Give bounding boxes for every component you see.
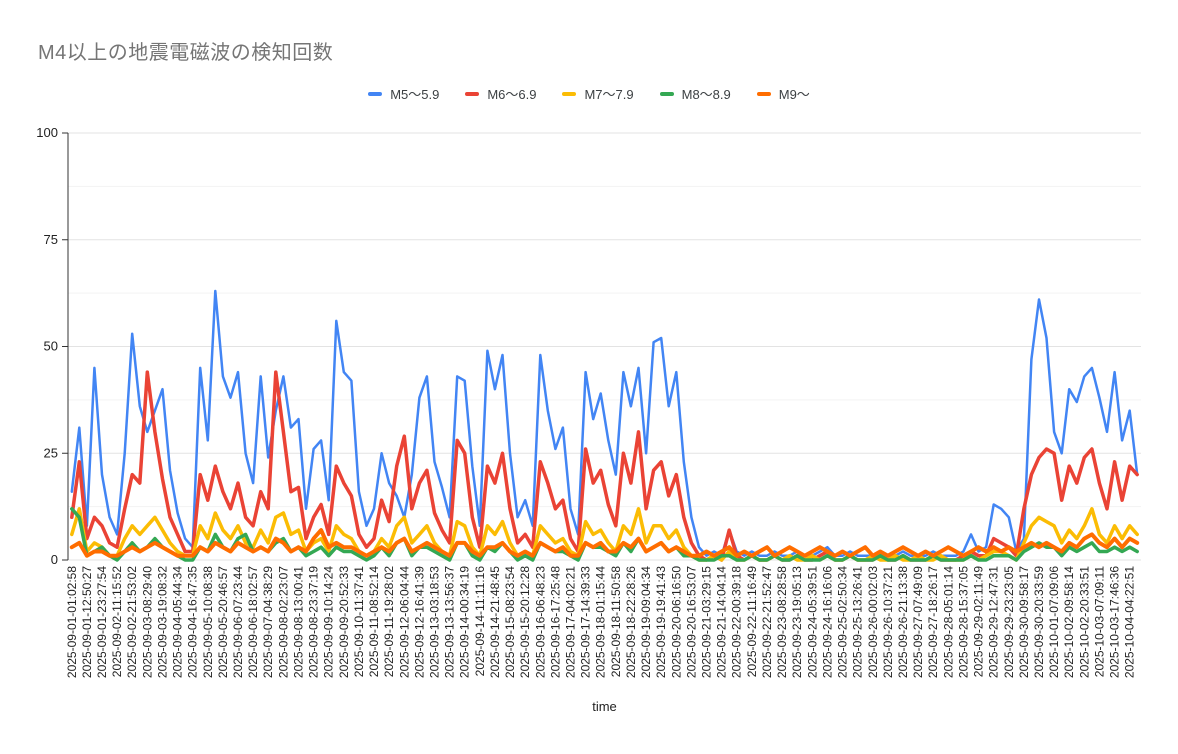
x-axis-title: time <box>592 699 617 714</box>
x-tick-label: 2025-09-19-09:04:34 <box>639 566 653 678</box>
x-tick-label: 2025-09-26-10:37:21 <box>881 566 895 678</box>
series-line-M6～6.9 <box>70 370 1139 562</box>
x-tick-label: 2025-09-24-05:39:51 <box>805 566 819 678</box>
x-tick-label: 2025-09-07-04:38:29 <box>261 566 275 678</box>
x-tick-label: 2025-09-29-23:23:05 <box>1002 566 1016 678</box>
x-tick-label: 2025-09-14-00:34:19 <box>458 566 472 678</box>
x-tick-label: 2025-09-14-21:48:45 <box>488 566 502 678</box>
x-tick-label: 2025-09-16-17:25:48 <box>548 566 562 678</box>
x-tick-label: 2025-09-12-16:41:39 <box>412 566 426 678</box>
x-tick-label: 2025-09-10-11:37:41 <box>352 566 366 678</box>
x-tick-label: 2025-09-15-20:12:28 <box>518 566 532 678</box>
legend-swatch <box>756 91 771 96</box>
x-tick-label: 2025-09-22-00:39:18 <box>730 566 744 678</box>
x-tick-label: 2025-09-01-23:27:54 <box>95 566 109 678</box>
y-tick-label: 100 <box>36 125 58 140</box>
x-tick-label: 2025-09-20-06:16:50 <box>669 566 683 678</box>
x-tick-label: 2025-09-24-16:16:06 <box>820 566 834 678</box>
x-tick-label: 2025-09-06-07:23:44 <box>231 566 245 678</box>
x-tick-label: 2025-09-09-10:14:24 <box>322 566 336 678</box>
x-tick-label: 2025-09-25-02:50:34 <box>836 566 850 678</box>
x-tick-label: 2025-10-03-17:46:36 <box>1108 566 1122 678</box>
legend-item: M7～7.9 <box>562 84 634 103</box>
x-tick-label: 2025-09-01-12:50:27 <box>80 566 94 678</box>
x-tick-label: 2025-09-29-02:11:49 <box>972 566 986 678</box>
legend-item: M9～ <box>756 84 810 103</box>
x-tick-label: 2025-09-20-16:53:07 <box>684 566 698 678</box>
series-line-M5～5.9 <box>70 289 1139 557</box>
legend-label: M8～8.9 <box>681 87 731 102</box>
y-tick-label: 50 <box>44 339 58 354</box>
x-tick-label: 2025-09-08-23:37:19 <box>307 566 321 678</box>
x-tick-label: 2025-09-22-11:16:49 <box>745 566 759 678</box>
x-tick-label: 2025-09-08-13:00:41 <box>291 566 305 678</box>
x-tick-label: 2025-09-16-06:48:23 <box>533 566 547 678</box>
x-tick-label: 2025-09-26-00:02:03 <box>866 566 880 678</box>
x-tick-label: 2025-09-14-11:11:16 <box>473 566 487 677</box>
x-tick-label: 2025-09-28-15:37:05 <box>956 566 970 678</box>
x-tick-label: 2025-10-02-09:58:14 <box>1062 566 1076 678</box>
x-tick-label: 2025-09-18-01:15:44 <box>594 566 608 678</box>
legend-item: M6～6.9 <box>465 84 536 103</box>
x-tick-label: 2025-09-12-06:04:44 <box>397 566 411 678</box>
legend-label: M6～6.9 <box>487 87 537 102</box>
x-tick-label: 2025-09-25-13:26:41 <box>851 566 865 678</box>
x-tick-label: 2025-09-17-04:02:21 <box>563 566 577 678</box>
x-tick-label: 2025-09-04-16:47:35 <box>186 566 200 678</box>
x-tick-label: 2025-09-18-22:28:26 <box>624 566 638 678</box>
x-tick-label: 2025-09-05-10:08:38 <box>201 566 215 678</box>
x-tick-label: 2025-09-11-19:28:02 <box>382 566 396 678</box>
x-tick-label: 2025-09-15-08:23:54 <box>503 566 517 678</box>
x-tick-label: 2025-09-11-08:52:14 <box>367 566 381 678</box>
y-tick-label: 25 <box>44 445 58 460</box>
series-line-M9～ <box>69 528 1140 558</box>
x-tick-label: 2025-09-30-09:58:17 <box>1017 566 1031 678</box>
x-tick-label: 2025-09-21-03:29:15 <box>700 566 714 678</box>
x-tick-label: 2025-09-30-20:33:59 <box>1032 566 1046 678</box>
x-tick-label: 2025-09-18-11:50:58 <box>609 566 623 678</box>
x-tick-label: 2025-09-03-08:29:40 <box>140 566 154 678</box>
legend: M5～5.9 M6～6.9 M7～7.9 M8～8.9 M9～ <box>0 84 1178 103</box>
x-tick-label: 2025-09-22-21:52:47 <box>760 566 774 678</box>
x-tick-label: 2025-09-01-01:02:58 <box>65 566 79 678</box>
x-tick-label: 2025-10-01-07:09:06 <box>1047 566 1061 678</box>
x-tick-label: 2025-09-29-12:47:31 <box>987 566 1001 678</box>
x-tick-label: 2025-10-04-04:22:51 <box>1123 566 1137 678</box>
y-tick-label: 0 <box>51 552 58 567</box>
x-tick-label: 2025-09-05-20:46:57 <box>216 566 230 678</box>
legend-swatch <box>368 91 383 96</box>
legend-label: M5～5.9 <box>390 87 440 102</box>
x-tick-label: 2025-09-27-07:49:09 <box>911 566 925 678</box>
legend-swatch <box>465 91 480 96</box>
x-tick-label: 2025-09-26-21:13:38 <box>896 566 910 678</box>
x-tick-label: 2025-09-23-08:28:58 <box>775 566 789 678</box>
x-tick-label: 2025-09-03-19:08:32 <box>155 566 169 678</box>
x-tick-label: 2025-09-21-14:04:14 <box>715 566 729 678</box>
x-tick-label: 2025-09-13-13:56:37 <box>443 566 457 678</box>
x-tick-label: 2025-09-28-05:01:14 <box>941 566 955 678</box>
legend-item: M8～8.9 <box>659 84 731 103</box>
x-tick-label: 2025-09-19-19:41:43 <box>654 566 668 678</box>
x-tick-label: 2025-09-06-18:02:57 <box>246 566 260 678</box>
x-tick-label: 2025-09-17-14:39:33 <box>579 566 593 678</box>
x-tick-label: 2025-09-08-02:23:07 <box>276 566 290 678</box>
chart-title: M4以上の地震電磁波の検知回数 <box>38 42 334 64</box>
legend-label: M9～ <box>778 87 810 102</box>
x-tick-label: 2025-09-04-05:44:34 <box>171 566 185 678</box>
x-tick-label: 2025-10-02-20:33:51 <box>1077 566 1091 678</box>
x-tick-label: 2025-09-13-03:18:53 <box>427 566 441 678</box>
legend-label: M7～7.9 <box>584 87 634 102</box>
legend-swatch <box>659 91 674 96</box>
x-tick-label: 2025-09-09-20:52:33 <box>337 566 351 678</box>
x-tick-label: 2025-10-03-07:09:11 <box>1092 566 1106 678</box>
y-tick-label: 75 <box>44 232 58 247</box>
x-tick-label: 2025-09-27-18:26:17 <box>926 566 940 678</box>
x-tick-label: 2025-09-02-21:53:02 <box>125 566 139 678</box>
legend-swatch <box>562 91 577 96</box>
legend-item: M5～5.9 <box>368 84 439 103</box>
x-tick-label: 2025-09-23-19:05:13 <box>790 566 804 678</box>
x-tick-label: 2025-09-02-11:15:52 <box>110 566 124 678</box>
